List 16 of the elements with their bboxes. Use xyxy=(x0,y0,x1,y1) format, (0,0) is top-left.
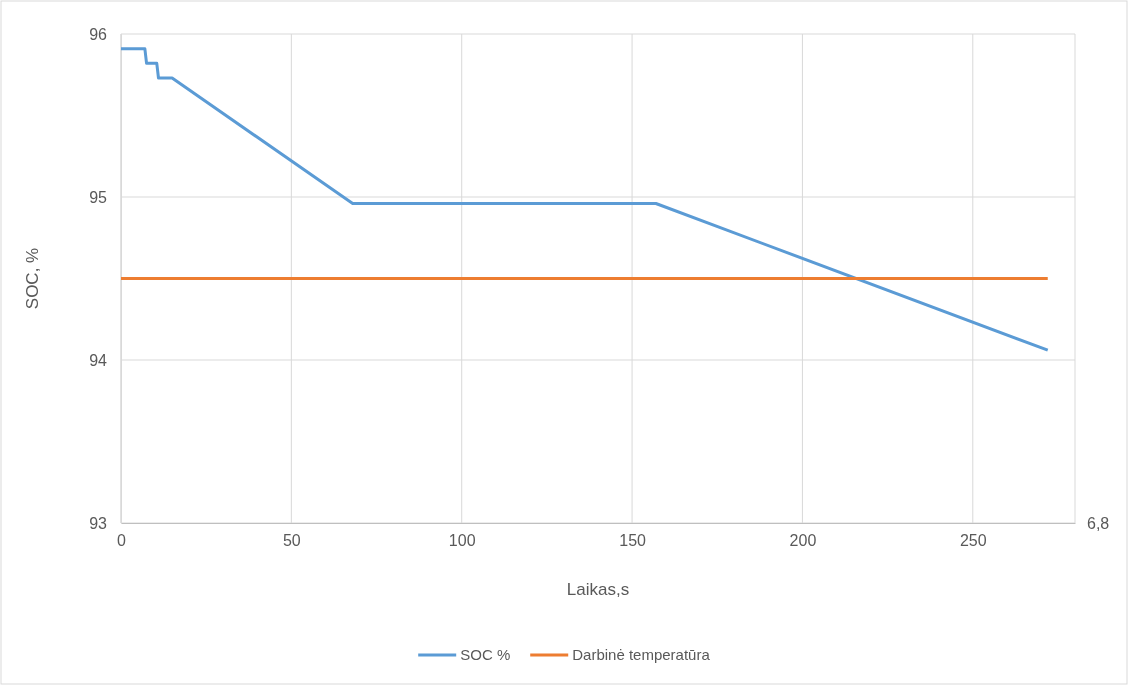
x-tick-label: 150 xyxy=(619,532,647,550)
x-axis-title: Laikas,s xyxy=(566,580,630,599)
text: 6,8 xyxy=(1087,515,1110,532)
y-tick-label: 94 xyxy=(89,351,108,369)
legend-label: SOC % xyxy=(460,646,511,663)
legend-label: Darbinė temperatūra xyxy=(572,646,711,663)
y-tick-label: 96 xyxy=(89,25,108,43)
x-tick-label: 0 xyxy=(117,532,127,550)
y-tick-label: 95 xyxy=(89,188,108,206)
x-tick-label: 250 xyxy=(959,532,987,550)
x-tick-label: 200 xyxy=(789,532,817,550)
x-tick-label: 50 xyxy=(282,532,301,550)
x-tick-label: 100 xyxy=(448,532,476,550)
y-axis-title: SOC, % xyxy=(23,247,42,310)
y-tick-label: 93 xyxy=(89,514,108,532)
line-series xyxy=(119,47,1050,352)
